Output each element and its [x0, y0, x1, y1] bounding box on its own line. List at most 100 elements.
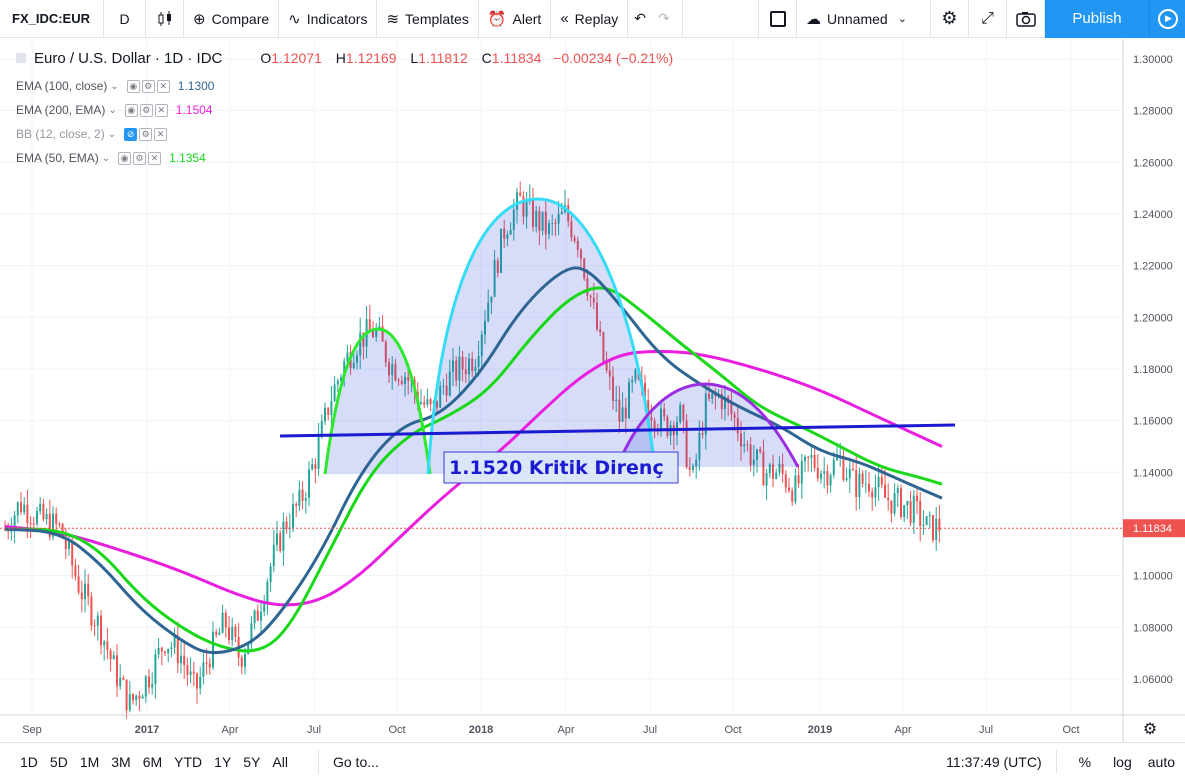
price-chart[interactable]: 1.1520 Kritik Direnç 1.30000 1.28000 1.260…: [0, 39, 1185, 742]
chevron-down-icon[interactable]: ⌄: [107, 128, 117, 140]
candles-icon: [158, 10, 171, 26]
change-value: −0.00234 (−0.21%): [553, 50, 674, 66]
close-icon[interactable]: ✕: [148, 151, 162, 165]
indicator-row[interactable]: EMA (100, close) ⌄ ◉ ⚙ ✕ 1.1300: [16, 74, 673, 98]
alert-button[interactable]: ⏰ Alert: [479, 0, 552, 38]
candle-body: [196, 673, 198, 689]
publish-button[interactable]: Publish: [1045, 0, 1149, 38]
candle-body: [679, 405, 682, 422]
chart-style-button[interactable]: [146, 0, 184, 38]
annotation-box: [443, 451, 679, 484]
replay-button[interactable]: « Replay: [551, 0, 629, 38]
candle-body: [71, 541, 74, 566]
settings-button[interactable]: ⚙: [931, 0, 969, 38]
range-ytd-button[interactable]: YTD: [174, 754, 203, 770]
candle-body: [800, 461, 803, 484]
range-5y-button[interactable]: 5Y: [243, 754, 261, 770]
candle-body: [698, 432, 701, 460]
settings-icon[interactable]: ⚙: [141, 79, 155, 93]
undo-button[interactable]: ↶: [628, 0, 652, 38]
candle-body: [749, 444, 752, 466]
templates-button[interactable]: ≋ Templates: [377, 0, 479, 38]
legend-title: Euro / U.S. Dollar · 1D · IDC: [34, 49, 223, 67]
chevron-down-icon[interactable]: ⌄: [110, 80, 119, 92]
candle-body: [628, 382, 630, 419]
play-button[interactable]: ▶: [1149, 0, 1185, 38]
eye-icon[interactable]: ◉: [118, 151, 132, 165]
candle-body: [791, 490, 794, 502]
candle-body: [471, 358, 474, 372]
candle-body: [26, 504, 29, 523]
candle-body: [557, 213, 560, 224]
range-1m-button[interactable]: 1M: [79, 754, 100, 770]
price-tick-label: 1.10000: [1133, 571, 1173, 583]
candle-body: [506, 234, 509, 239]
range-1d-button[interactable]: 1D: [20, 754, 38, 770]
candle-body: [932, 515, 934, 541]
symbol-label: FX_IDC:EUR: [12, 11, 91, 26]
settings-icon[interactable]: ⚙: [139, 103, 153, 117]
fullscreen-button[interactable]: ⤢: [969, 0, 1007, 38]
candle-body: [176, 635, 179, 663]
candle-body: [688, 467, 691, 470]
time-tick-label: Jul: [979, 724, 993, 736]
chart-area[interactable]: 1.1520 Kritik Direnç 1.30000 1.28000 1.260…: [0, 39, 1185, 742]
compare-button[interactable]: ⊕ Compare: [184, 0, 280, 38]
candle-body: [551, 223, 554, 225]
close-icon[interactable]: ✕: [154, 103, 168, 117]
candle-body: [893, 493, 896, 514]
eye-icon[interactable]: ◉: [126, 79, 140, 93]
candle-body: [378, 326, 381, 329]
snapshot-button[interactable]: [1007, 0, 1045, 38]
indicators-button[interactable]: ∿ Indicators: [279, 0, 378, 38]
close-icon[interactable]: ✕: [154, 127, 168, 141]
drawings: 1.1520 Kritik Direnç: [0, 197, 1123, 529]
candle-body: [74, 565, 77, 577]
price-tick-label: 1.20000: [1133, 312, 1173, 324]
redo-button[interactable]: ↷: [652, 0, 683, 38]
range-5d-button[interactable]: 5D: [49, 754, 68, 770]
candle-body: [660, 408, 662, 429]
range-3m-button[interactable]: 3M: [111, 754, 131, 770]
layout-menu-button[interactable]: ☁ Unnamed ⌄: [797, 0, 931, 38]
candle-body: [730, 402, 733, 415]
candle-body: [874, 487, 877, 498]
chevron-down-icon[interactable]: ⌄: [108, 104, 117, 116]
log-toggle[interactable]: log: [1113, 754, 1132, 770]
indicator-row[interactable]: BB (12, close, 2) ⌄ ⊘ ⚙ ✕: [16, 122, 673, 146]
close-icon[interactable]: ✕: [156, 79, 170, 93]
settings-icon[interactable]: ⚙: [133, 151, 147, 165]
hidden-eye-icon[interactable]: ⊘: [124, 127, 138, 141]
range-all-button[interactable]: All: [272, 754, 288, 770]
interval-button[interactable]: D: [104, 0, 146, 38]
price-tick-label: 1.08000: [1133, 622, 1173, 634]
indicator-row[interactable]: EMA (200, EMA) ⌄ ◉ ⚙ ✕ 1.1504: [16, 98, 673, 122]
candle-body: [468, 358, 470, 375]
candle-body: [532, 198, 534, 227]
candle-body: [122, 677, 125, 680]
eye-icon[interactable]: ◉: [124, 103, 138, 117]
open-value: 1.12071: [271, 50, 322, 66]
candle-body: [247, 643, 250, 654]
candle-body: [928, 515, 931, 517]
candle-body: [55, 513, 58, 524]
axis-settings-gear-icon[interactable]: ⚙: [1143, 719, 1157, 738]
indicator-row[interactable]: EMA (50, EMA) ⌄ ◉ ⚙ ✕ 1.1354: [16, 146, 673, 170]
candle-body: [205, 662, 208, 664]
candle-body: [644, 382, 646, 400]
settings-icon[interactable]: ⚙: [139, 127, 153, 141]
chevron-down-icon[interactable]: ⌄: [101, 152, 111, 164]
candle-body: [631, 380, 634, 383]
symbol-legend[interactable]: Euro / U.S. Dollar · 1D · IDC O1.12071 H…: [16, 48, 673, 68]
auto-toggle[interactable]: auto: [1147, 754, 1175, 770]
candle-body: [797, 475, 800, 484]
symbol-search-button[interactable]: FX_IDC:EUR: [0, 0, 104, 38]
candle-body: [212, 631, 214, 668]
range-1y-button[interactable]: 1Y: [214, 754, 232, 770]
layout-name: Unnamed: [827, 10, 888, 27]
goto-button[interactable]: Go to...: [317, 750, 379, 774]
timezone-button[interactable]: 11:37:49 (UTC): [932, 750, 1057, 774]
range-6m-button[interactable]: 6M: [142, 754, 163, 770]
percent-toggle[interactable]: %: [1078, 754, 1092, 770]
fullscreen-select-button[interactable]: [759, 0, 797, 38]
